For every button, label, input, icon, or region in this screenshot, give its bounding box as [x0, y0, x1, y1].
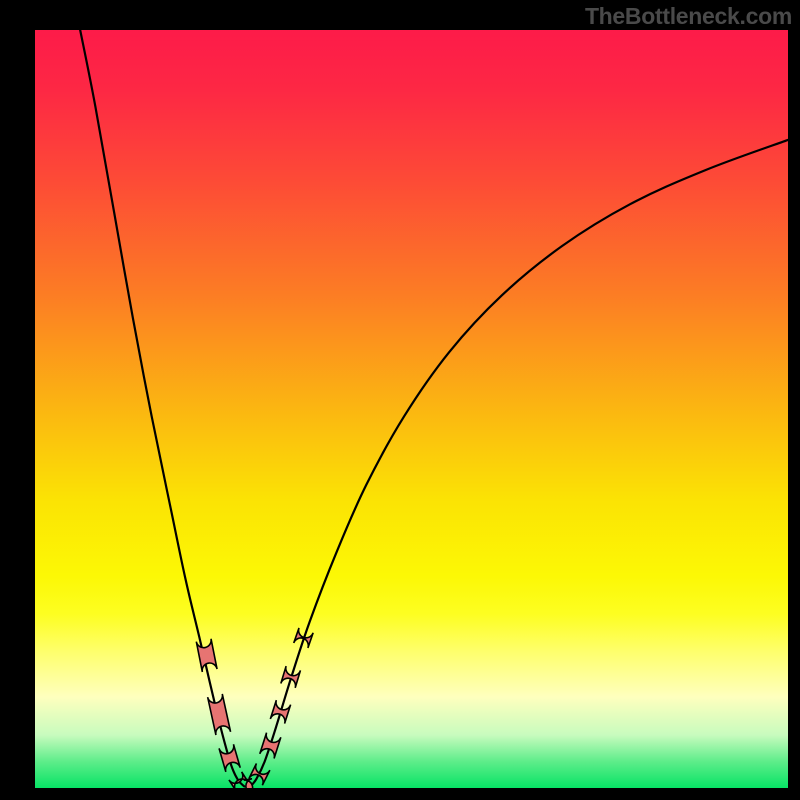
gradient-background [35, 30, 788, 788]
plot-area [35, 30, 788, 788]
chart-svg [35, 30, 788, 788]
watermark-text: TheBottleneck.com [585, 3, 792, 30]
